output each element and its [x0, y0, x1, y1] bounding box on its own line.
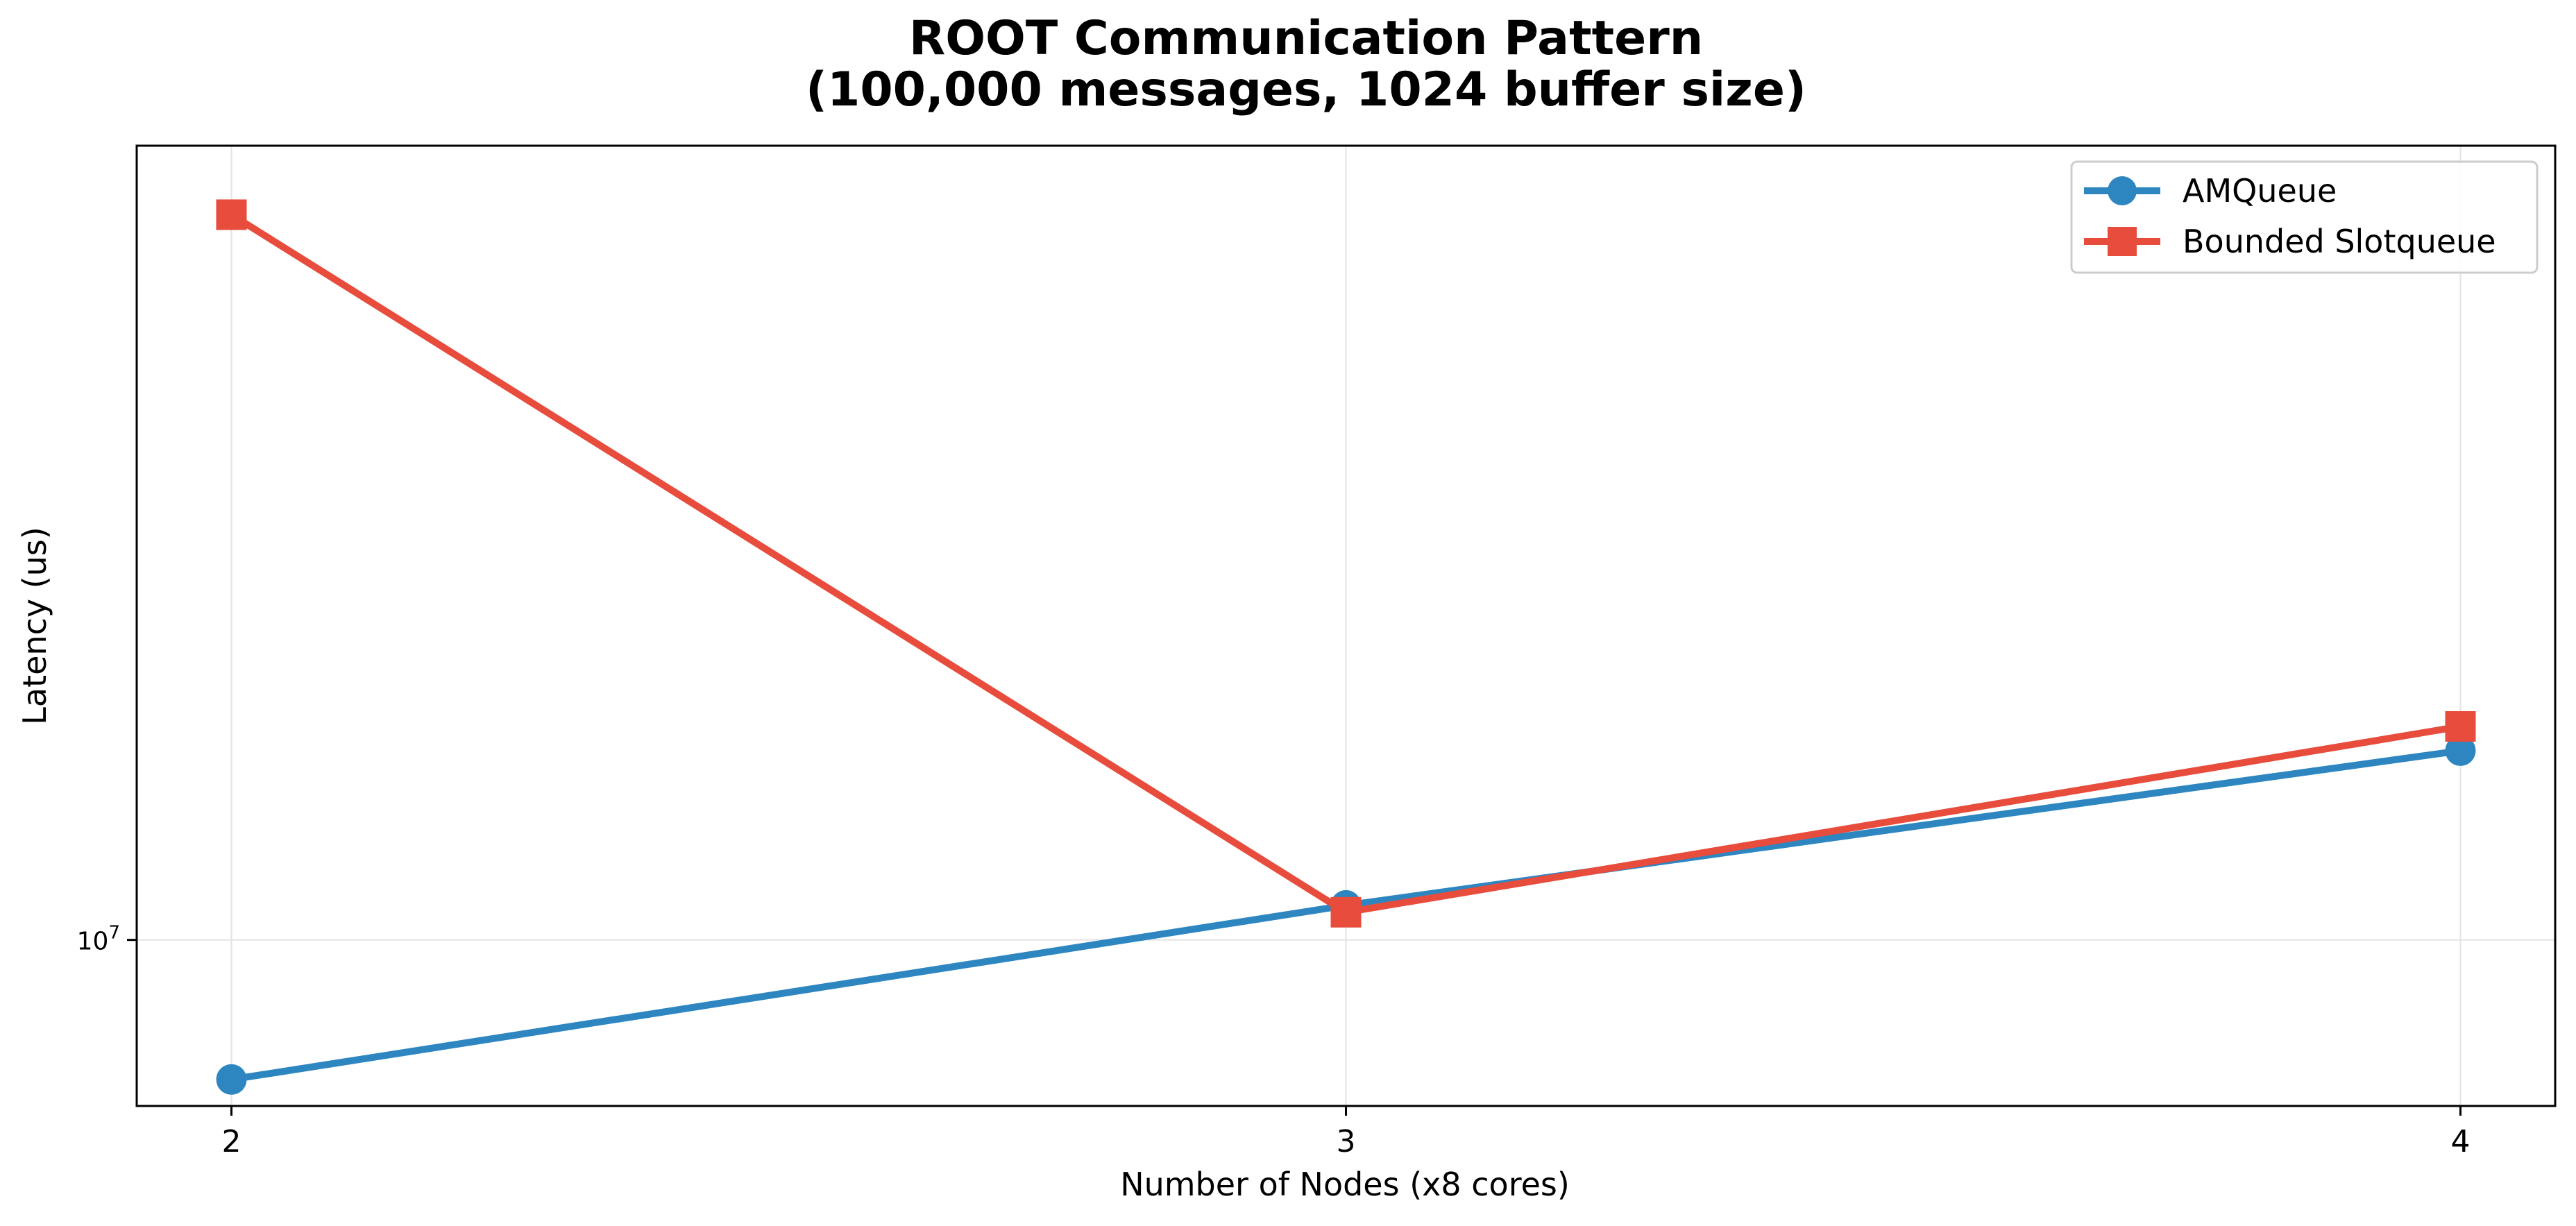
x-tick-label: 3: [1337, 1124, 1356, 1159]
series-markers: [216, 199, 2476, 1095]
legend-box: [2070, 160, 2539, 274]
legend-marker-amqueue: [2108, 176, 2137, 205]
legend: AMQueue Bounded Slotqueue: [2070, 160, 2539, 274]
data-point-amqueue: [216, 1064, 247, 1095]
legend-label-amqueue: AMQueue: [2183, 172, 2337, 210]
x-tick-label: 4: [2450, 1124, 2470, 1159]
legend-marker-bounded-slotqueue: [2108, 227, 2137, 256]
y-axis-label: Latency (us): [16, 527, 53, 724]
x-axis-label: Number of Nodes (x8 cores): [1120, 1166, 1570, 1203]
grid: [137, 146, 2555, 1106]
chart-title-line2: (100,000 messages, 1024 buffer size): [806, 62, 1806, 117]
data-point-amqueue: [2445, 735, 2476, 766]
data-point-bounded-slotqueue: [2445, 710, 2476, 742]
legend-label-bounded-slotqueue: Bounded Slotqueue: [2183, 223, 2496, 260]
data-point-bounded-slotqueue: [1330, 896, 1362, 928]
x-tick-label: 2: [222, 1124, 242, 1159]
data-point-bounded-slotqueue: [216, 199, 247, 230]
chart-title-line1: ROOT Communication Pattern: [909, 11, 1703, 66]
